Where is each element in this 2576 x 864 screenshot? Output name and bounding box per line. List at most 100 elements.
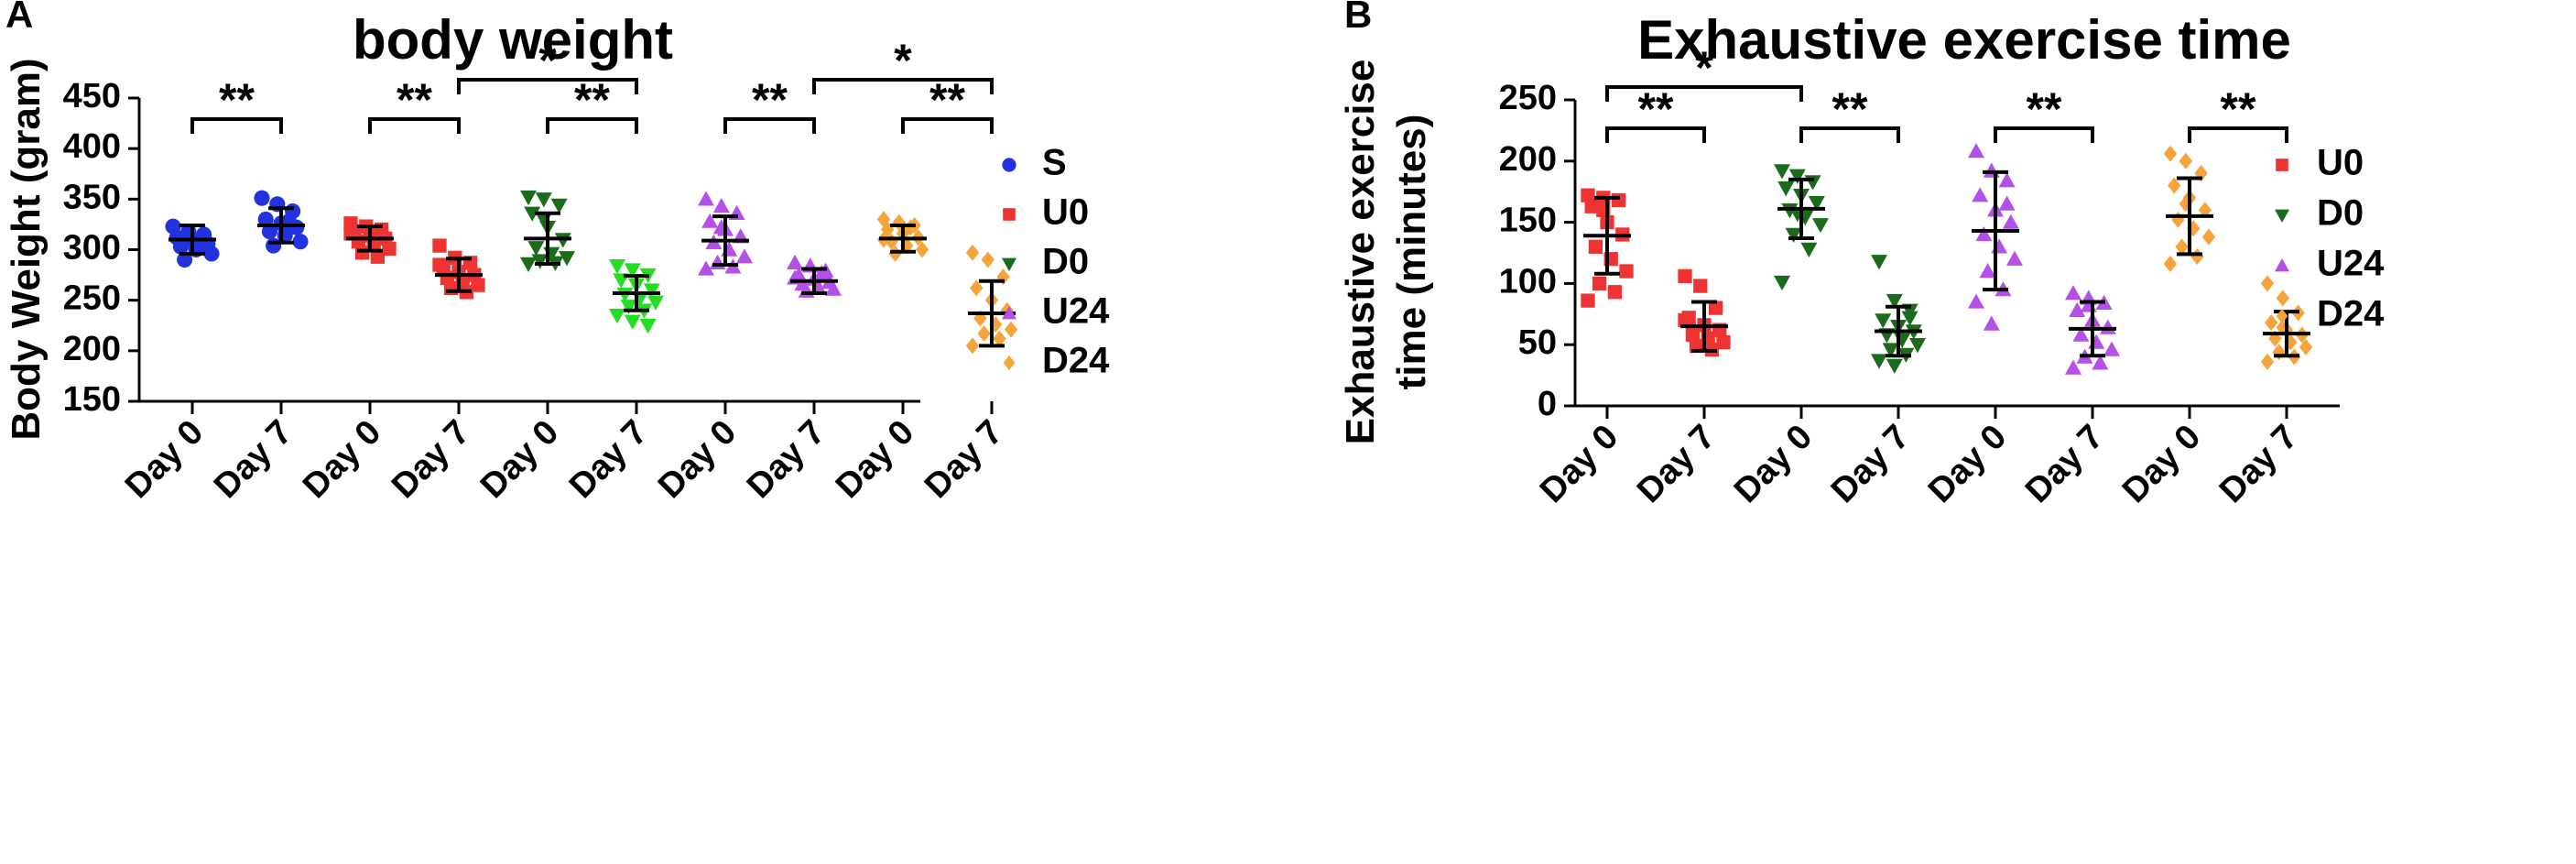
significance-label: ** (929, 74, 965, 126)
data-point (1875, 313, 1892, 329)
x-tick-label: Day 7 (385, 413, 477, 506)
data-point (721, 241, 738, 257)
data-point (616, 287, 634, 303)
data-point (813, 264, 831, 280)
legend-marker (1003, 208, 1016, 221)
data-point (698, 260, 714, 276)
legend-label: U0 (2317, 143, 2364, 183)
x-tick-label: Day 7 (562, 413, 655, 506)
legend-marker (2275, 258, 2289, 272)
x-tick-label: Day 0 (2115, 418, 2208, 510)
legend-marker (2275, 209, 2289, 223)
data-point (2179, 152, 2192, 170)
legend-marker (1002, 257, 1016, 271)
data-point (1882, 343, 1899, 358)
data-point (177, 251, 193, 268)
significance-bracket (723, 117, 816, 134)
data-point (1886, 358, 1903, 374)
legend-marker (1002, 306, 1016, 320)
data-point (981, 251, 995, 268)
legend-marker (2276, 309, 2288, 323)
y-axis-label: Exhaustive exercise (1338, 60, 1383, 445)
y-tick-label: 150 (1499, 202, 1557, 240)
data-point (1619, 264, 1634, 279)
significance-label: ** (2027, 83, 2062, 135)
significance-label: ** (574, 74, 610, 126)
data-point (1685, 327, 1701, 343)
data-point (2065, 285, 2081, 301)
data-point (639, 319, 657, 334)
legend-label: D0 (1042, 242, 1089, 282)
legend-label: U24 (1042, 291, 1110, 332)
data-point (1785, 227, 1802, 243)
data-point (1004, 321, 1018, 338)
panel-label: A (5, 0, 33, 36)
data-point (1708, 301, 1723, 315)
data-point (1901, 311, 1918, 326)
significance-bracket (1605, 126, 1706, 143)
data-point (965, 337, 980, 355)
data-point (1983, 315, 2000, 331)
y-tick-label: 250 (63, 279, 121, 318)
panel-label: B (1344, 0, 1372, 36)
chart-title: Exhaustive exercise time (1637, 9, 2291, 71)
data-point (2260, 275, 2275, 292)
legend-marker (1003, 355, 1016, 370)
legend-label: S (1042, 143, 1067, 183)
data-point (2072, 326, 2090, 342)
y-tick-label: 450 (63, 77, 121, 115)
y-tick-label: 250 (1499, 79, 1557, 117)
y-tick-label: 100 (1499, 262, 1557, 301)
data-point (535, 192, 552, 208)
data-point (2002, 213, 2019, 229)
data-point (2276, 290, 2289, 307)
data-point (2171, 211, 2185, 228)
x-tick-label: Day 7 (2212, 418, 2305, 510)
data-point (2069, 301, 2086, 317)
data-point (354, 246, 370, 260)
data-point (191, 239, 208, 256)
data-point (203, 246, 220, 262)
significance-label: * (538, 35, 557, 86)
significance-label: * (894, 35, 912, 86)
data-point (1581, 188, 1595, 202)
x-tick-label: Day 0 (829, 413, 921, 506)
data-point (736, 248, 753, 264)
data-point (471, 278, 485, 292)
y-tick-label: 300 (63, 229, 121, 268)
x-tick-label: Day 7 (207, 413, 299, 506)
significance-label: * (1695, 42, 1713, 93)
significance-label: ** (397, 74, 432, 126)
data-point (892, 213, 906, 231)
data-point (1998, 172, 2016, 188)
data-point (1774, 275, 1790, 291)
x-tick-label: Day 7 (918, 413, 1010, 506)
legend-label: D24 (1042, 341, 1110, 381)
panel-b-exercise-time-chart: B Exhaustive exercise time Exhaustive exer… (1338, 0, 2385, 510)
y-tick-label: 200 (1499, 140, 1557, 179)
data-point (1871, 255, 1887, 270)
data-point (787, 254, 803, 270)
data-point (698, 191, 714, 206)
data-point (2175, 238, 2189, 256)
y-tick-label: 0 (1538, 385, 1557, 423)
data-point (2006, 250, 2023, 266)
data-point (2088, 334, 2105, 349)
x-tick-label: Day 0 (1727, 418, 1820, 510)
data-point (1998, 195, 2016, 211)
data-point (1774, 164, 1790, 180)
significance-bracket (368, 117, 461, 134)
data-point (1592, 276, 1607, 291)
data-point (432, 238, 447, 253)
significance-bracket (1605, 85, 1803, 102)
data-point (1812, 218, 1829, 234)
data-point (609, 258, 625, 275)
x-tick-label: Day 7 (1630, 418, 1723, 510)
data-point (993, 330, 1006, 347)
x-tick-label: Day 0 (1533, 418, 1625, 510)
data-point (624, 263, 641, 279)
data-point (1588, 239, 1603, 254)
data-point (554, 233, 571, 248)
data-point (1581, 293, 1595, 308)
